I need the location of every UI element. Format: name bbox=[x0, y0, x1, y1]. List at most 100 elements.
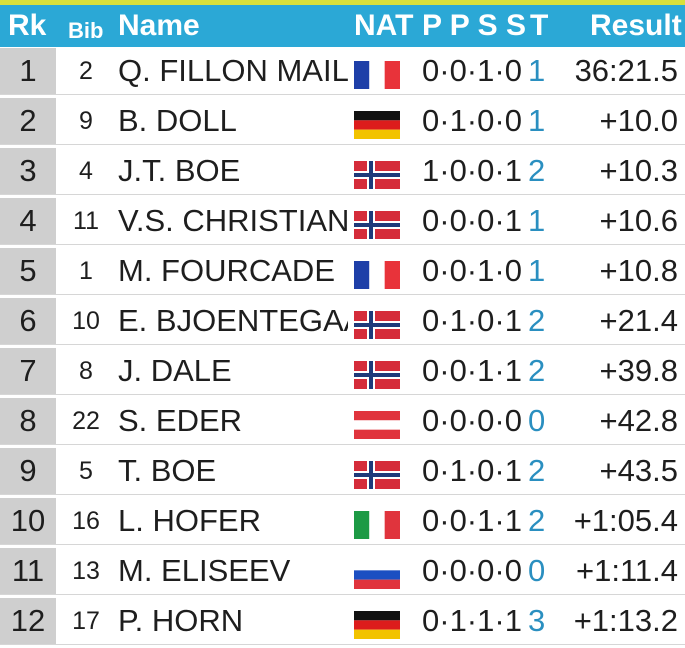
shooting-misses: 0·0·0·0 bbox=[422, 553, 522, 588]
athlete-name: T. BOE bbox=[118, 453, 217, 488]
rank-cell: 8 bbox=[0, 398, 56, 444]
bib-cell: 13 bbox=[72, 557, 100, 585]
bib-cell: 17 bbox=[72, 607, 100, 635]
result-row: 4 11 V.S. CHRISTIANS 0·0·0·1 1 +10.6 bbox=[0, 198, 685, 245]
norway-flag-icon bbox=[354, 361, 400, 389]
result-row: 6 10 E. BJOENTEGAAR 0·1·0·12 +21.4 bbox=[0, 298, 685, 345]
austria-flag-icon bbox=[354, 411, 400, 439]
rank-cell: 12 bbox=[0, 598, 56, 644]
athlete-name: L. HOFER bbox=[118, 503, 261, 538]
total-misses: 1 bbox=[528, 253, 546, 288]
header-name: Name bbox=[118, 9, 200, 42]
result-time: +10.6 bbox=[599, 203, 678, 238]
france-flag-icon bbox=[354, 61, 400, 89]
result-time: +1:11.4 bbox=[576, 553, 678, 588]
result-time: +42.8 bbox=[599, 403, 678, 438]
shooting-misses: 0·0·1·0 bbox=[422, 253, 522, 288]
athlete-name: E. BJOENTEGAAR bbox=[118, 303, 348, 338]
total-misses: 0 bbox=[528, 553, 546, 588]
shooting-misses: 0·0·0·0 bbox=[422, 403, 522, 438]
rank-cell: 7 bbox=[0, 348, 56, 394]
result-row: 10 16 L. HOFER 0·0·1·1 2 +1:05.4 bbox=[0, 498, 685, 545]
result-row: 8 22 S. EDER 0·0·0·0 0 +42.8 bbox=[0, 398, 685, 445]
result-row: 1 2 Q. FILLON MAILL 0·0·1·0 1 36:21.5 bbox=[0, 48, 685, 95]
top-accent-strip bbox=[0, 0, 685, 5]
result-time: +39.8 bbox=[599, 353, 678, 388]
total-misses: 2 bbox=[528, 503, 546, 538]
norway-flag-icon bbox=[354, 311, 400, 339]
shooting-misses: 0·0·1·1 bbox=[422, 503, 522, 538]
rank-cell: 4 bbox=[0, 198, 56, 244]
rank-cell: 9 bbox=[0, 448, 56, 494]
bib-cell: 8 bbox=[79, 357, 93, 385]
bib-cell: 2 bbox=[79, 57, 93, 85]
shooting-misses: 0·0·1·0 bbox=[422, 53, 522, 88]
total-misses: 2 bbox=[528, 153, 546, 188]
bib-cell: 16 bbox=[72, 507, 100, 535]
total-misses: 2 bbox=[528, 303, 546, 338]
results-rows: 1 2 Q. FILLON MAILL 0·0·1·0 1 36:21.5 2 9 B. DOL… bbox=[0, 48, 685, 648]
athlete-name: Q. FILLON MAILL bbox=[118, 53, 348, 88]
result-time: +10.3 bbox=[599, 153, 678, 188]
athlete-name: M. FOURCADE bbox=[118, 253, 335, 288]
athlete-name: S. EDER bbox=[118, 403, 243, 438]
athlete-name: P. HORN bbox=[118, 603, 244, 638]
result-row: 12 17 P. HORN 0·1·1·1 3 +1:13.2 bbox=[0, 598, 685, 645]
athlete-name: V.S. CHRISTIANS bbox=[118, 203, 348, 238]
athlete-name: M. ELISEEV bbox=[118, 553, 291, 588]
rank-cell: 11 bbox=[0, 548, 56, 594]
bib-cell: 22 bbox=[72, 407, 100, 435]
norway-flag-icon bbox=[354, 211, 400, 239]
total-misses: 3 bbox=[528, 603, 546, 638]
result-time: +10.8 bbox=[599, 253, 678, 288]
result-time: +1:13.2 bbox=[573, 603, 678, 638]
france-flag-icon bbox=[354, 261, 400, 289]
rank-cell: 2 bbox=[0, 98, 56, 144]
italy-flag-icon bbox=[354, 511, 400, 539]
shooting-misses: 0·0·0·1 bbox=[422, 203, 522, 238]
total-misses: 0 bbox=[528, 403, 546, 438]
result-time: +21.4 bbox=[599, 303, 678, 338]
header-nationality: NAT bbox=[354, 9, 414, 42]
norway-flag-icon bbox=[354, 461, 400, 489]
result-time: +10.0 bbox=[599, 103, 678, 138]
rank-cell: 5 bbox=[0, 248, 56, 294]
shooting-misses: 0·1·1·1 bbox=[422, 603, 522, 638]
total-misses: 2 bbox=[528, 453, 546, 488]
result-row: 2 9 B. DOLL 0·1·0·0 1 +10.0 bbox=[0, 98, 685, 145]
bib-cell: 10 bbox=[72, 307, 100, 335]
total-misses: 2 bbox=[528, 353, 546, 388]
rank-cell: 3 bbox=[0, 148, 56, 194]
result-time: 36:21.5 bbox=[574, 53, 678, 88]
result-row: 7 8 J. DALE 0·0·1·1 2 +39.8 bbox=[0, 348, 685, 395]
header-rank: Rk bbox=[8, 9, 47, 42]
shooting-misses: 0·1·0·1 bbox=[422, 303, 522, 338]
norway-flag-icon bbox=[354, 161, 400, 189]
shooting-misses: 1·0·0·1 bbox=[422, 153, 522, 188]
bib-cell: 11 bbox=[73, 207, 99, 235]
rank-cell: 1 bbox=[0, 48, 56, 94]
result-row: 3 4 J.T. BOE 1·0·0·1 2 +10.3 bbox=[0, 148, 685, 195]
header-shooting: P P S S bbox=[422, 9, 526, 42]
shooting-misses: 0·0·1·1 bbox=[422, 353, 522, 388]
result-time: +43.5 bbox=[599, 453, 678, 488]
rank-cell: 6 bbox=[0, 298, 56, 344]
bib-cell: 1 bbox=[79, 257, 93, 285]
table-header: Rk Bib Name NAT P P S S T Result bbox=[0, 5, 685, 47]
header-total: T bbox=[530, 9, 549, 42]
header-result: Result bbox=[590, 9, 682, 42]
germany-flag-icon bbox=[354, 111, 400, 139]
result-row: 11 13 M. ELISEEV 0·0·0·0 0 +1:11.4 bbox=[0, 548, 685, 595]
result-time: +1:05.4 bbox=[573, 503, 678, 538]
athlete-name: J.T. BOE bbox=[118, 153, 241, 188]
bib-cell: 4 bbox=[79, 157, 93, 185]
total-misses: 1 bbox=[528, 103, 546, 138]
athlete-name: J. DALE bbox=[118, 353, 232, 388]
rank-cell: 10 bbox=[0, 498, 56, 544]
bib-cell: 9 bbox=[79, 107, 93, 135]
shooting-misses: 0·1·0·0 bbox=[422, 103, 522, 138]
total-misses: 1 bbox=[528, 53, 546, 88]
result-row: 9 5 T. BOE 0·1·0·1 2 +43.5 bbox=[0, 448, 685, 495]
bib-cell: 5 bbox=[79, 457, 93, 485]
